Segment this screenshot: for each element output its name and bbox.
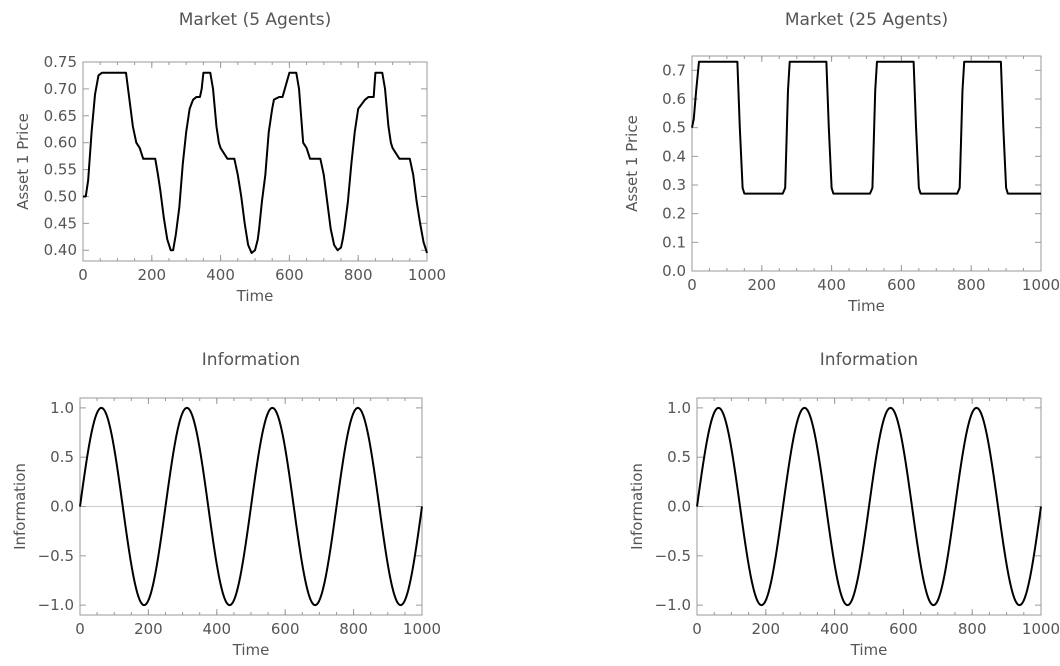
x-tick-label: 400 — [820, 620, 849, 638]
y-tick-label: 0.70 — [44, 80, 77, 98]
series-line-1 — [696, 406, 1042, 607]
x-tick-label: 0 — [692, 620, 702, 638]
plot-frame — [82, 61, 428, 262]
x-tick-label: 200 — [747, 276, 776, 294]
x-tick-label: 200 — [134, 620, 163, 638]
chart-title: Information — [202, 350, 300, 370]
chart-title: Market (5 Agents) — [179, 10, 332, 30]
x-tick-label: 800 — [339, 620, 368, 638]
y-tick-label: 0.1 — [662, 233, 686, 251]
y-tick-label: 0.6 — [662, 90, 686, 108]
chart-title: Market (25 Agents) — [785, 10, 948, 30]
chart-panel-3: Information 0 200 400 600 800 1000 −1.0 −0.5 0.0 0… — [11, 350, 441, 659]
x-tick-label: 1000 — [1022, 620, 1060, 638]
x-tick-label: 600 — [271, 620, 300, 638]
y-tick-label: 0.5 — [50, 448, 74, 466]
y-tick-label: 0.5 — [667, 448, 691, 466]
x-tick-label: 600 — [889, 620, 918, 638]
x-tick-label: 400 — [206, 266, 235, 284]
x-axis-label: Time — [850, 641, 888, 659]
x-tick-label: 800 — [958, 620, 987, 638]
chart-title: Information — [820, 350, 918, 370]
y-tick-label: 0.0 — [662, 262, 686, 280]
y-tick-label: 0.4 — [662, 147, 686, 165]
x-tick-label: 800 — [957, 276, 986, 294]
series-line-1 — [79, 406, 423, 607]
y-tick-label: 1.0 — [50, 399, 74, 417]
x-tick-label: 1000 — [403, 620, 441, 638]
x-tick-label: 1000 — [1022, 276, 1060, 294]
y-axis-label: Information — [11, 463, 29, 550]
chart-panel-2: Market (25 Agents) 0 200 400 600 800 1000 0.0 0.… — [623, 10, 1060, 315]
y-tick-label: 0.2 — [662, 205, 686, 223]
series-line-1 — [83, 71, 428, 254]
x-tick-label: 0 — [687, 276, 697, 294]
y-tick-label: −1.0 — [655, 596, 691, 614]
x-tick-label: 1000 — [408, 266, 446, 284]
chart-panel-1: Market (5 Agents) 0 200 400 600 800 1000 0.40 0.… — [14, 10, 446, 305]
x-tick-label: 400 — [202, 620, 231, 638]
x-tick-label: 800 — [344, 266, 373, 284]
chart-panel-4: Information 0 200 400 600 800 1000 −1.0 −0.5 0.0 0… — [628, 350, 1060, 659]
y-tick-label: 0.0 — [667, 498, 691, 516]
y-tick-label: 0.45 — [44, 214, 77, 232]
y-tick-label: −0.5 — [655, 547, 691, 565]
y-tick-label: 0.0 — [50, 498, 74, 516]
x-tick-label: 400 — [817, 276, 846, 294]
y-tick-label: 0.65 — [44, 107, 77, 125]
series-line-1 — [691, 60, 1041, 195]
y-tick-label: 0.55 — [44, 161, 77, 179]
y-axis-label: Information — [628, 463, 646, 550]
y-tick-label: 0.75 — [44, 53, 77, 71]
x-axis-label: Time — [847, 297, 885, 315]
x-tick-label: 200 — [751, 620, 780, 638]
y-tick-label: 0.5 — [662, 119, 686, 137]
x-tick-label: 0 — [75, 620, 85, 638]
x-axis-label: Time — [236, 287, 274, 305]
x-tick-label: 200 — [137, 266, 166, 284]
y-tick-label: 0.60 — [44, 134, 77, 152]
x-tick-label: 600 — [275, 266, 304, 284]
y-tick-label: 0.40 — [44, 241, 77, 259]
y-tick-label: 0.50 — [44, 187, 77, 205]
x-tick-label: 0 — [78, 266, 88, 284]
x-tick-label: 600 — [887, 276, 916, 294]
y-tick-label: 0.3 — [662, 176, 686, 194]
y-axis-label: Asset 1 Price — [623, 115, 641, 212]
plot-frame — [691, 55, 1042, 272]
x-axis-label: Time — [232, 641, 270, 659]
y-axis-label: Asset 1 Price — [14, 113, 32, 210]
y-tick-label: −1.0 — [38, 596, 74, 614]
y-tick-label: −0.5 — [38, 547, 74, 565]
y-tick-label: 0.7 — [662, 61, 686, 79]
y-tick-label: 1.0 — [667, 399, 691, 417]
